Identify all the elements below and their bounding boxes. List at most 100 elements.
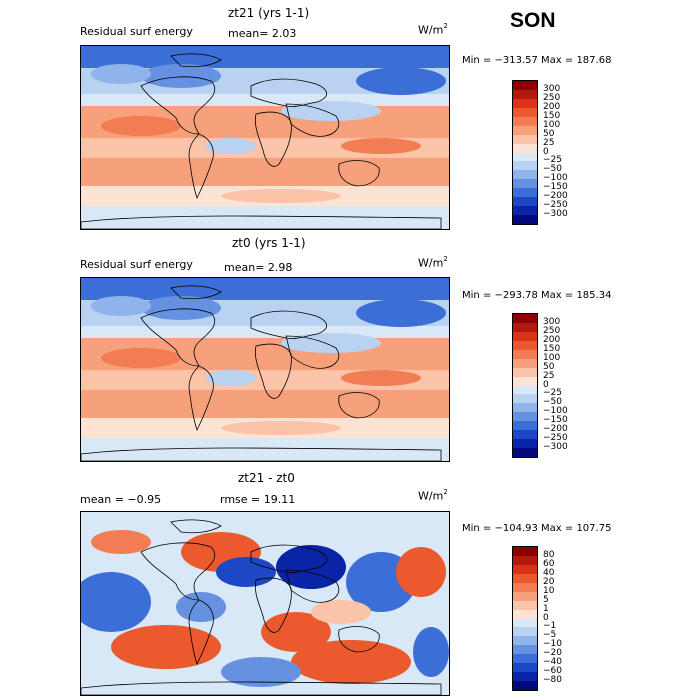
field-blob	[206, 370, 256, 386]
colorbar-swatch	[513, 448, 537, 457]
colorbar-swatch	[513, 672, 537, 682]
colorbar-swatch	[513, 376, 537, 386]
coastline	[81, 447, 442, 461]
colorbar-swatch	[513, 98, 537, 108]
colorbar-tick-label: −50	[543, 397, 562, 408]
colorbar-swatch	[513, 394, 537, 404]
field-blob	[261, 612, 331, 652]
colorbar-tick-label: 100	[543, 352, 561, 363]
colorbar-swatch	[513, 340, 537, 350]
colorbar-swatch	[513, 385, 537, 395]
panel-1-colorbar	[512, 80, 538, 225]
panel-2-units: W/m2	[418, 255, 448, 270]
panel-2-title: zt0 (yrs 1-1)	[232, 236, 306, 250]
coastline	[254, 343, 292, 399]
panel-2-minmax: Min = −293.78 Max = 185.34	[462, 290, 612, 301]
colorbar-tick-label: −200	[543, 191, 568, 202]
colorbar-tick-label: −300	[543, 209, 568, 220]
colorbar-swatch	[513, 654, 537, 664]
colorbar-tick-label: 250	[543, 92, 561, 103]
field-blob	[101, 116, 181, 136]
colorbar-swatch	[513, 627, 537, 637]
colorbar-tick-label: 60	[543, 558, 555, 569]
colorbar-swatch	[513, 636, 537, 646]
panel-1-minmax: Min = −313.57 Max = 187.68	[462, 55, 612, 66]
colorbar-tick-label: −300	[543, 442, 568, 453]
coastline	[285, 103, 340, 137]
field-blob	[91, 530, 151, 554]
coastline	[285, 335, 340, 369]
field-blob	[396, 547, 446, 597]
colorbar-swatch	[513, 314, 537, 323]
coastline	[188, 133, 214, 200]
panel-3-title: zt21 - zt0	[238, 471, 295, 485]
field-blob	[221, 189, 341, 203]
field-blob	[141, 64, 221, 88]
coastline	[250, 310, 328, 339]
panel-3-rmse-label: rmse = 19.11	[220, 493, 296, 506]
panel-1-map-field	[81, 46, 449, 229]
colorbar-tick-label: 200	[543, 101, 561, 112]
colorbar-tick-label: 50	[543, 128, 555, 139]
colorbar-swatch	[513, 125, 537, 135]
panel-3-minmax: Min = −104.93 Max = 107.75	[462, 523, 612, 534]
field-blob	[281, 101, 381, 121]
field-blob	[141, 296, 221, 320]
field-blob	[356, 67, 446, 95]
colorbar-swatch	[513, 663, 537, 673]
colorbar-tick-label: −150	[543, 182, 568, 193]
field-band	[81, 278, 449, 300]
colorbar-swatch	[513, 331, 537, 341]
colorbar-tick-label: −5	[543, 630, 557, 641]
field-blob	[281, 333, 381, 353]
colorbar-tick-label: 150	[543, 110, 561, 121]
coastline	[81, 681, 442, 695]
panel-3-colorbar	[512, 546, 538, 691]
colorbar-swatch	[513, 215, 537, 224]
coastline	[170, 53, 222, 68]
field-band	[81, 390, 449, 418]
colorbar-swatch	[513, 152, 537, 162]
colorbar-swatch	[513, 645, 537, 655]
colorbar-tick-label: 10	[543, 585, 555, 596]
colorbar-tick-label: 20	[543, 576, 555, 587]
colorbar-tick-label: 25	[543, 137, 555, 148]
colorbar-swatch	[513, 197, 537, 207]
panel-3-map-field	[81, 512, 449, 695]
field-blob	[91, 296, 151, 316]
colorbar-tick-label: 300	[543, 83, 561, 94]
colorbar-swatch	[513, 116, 537, 126]
colorbar-swatch	[513, 179, 537, 189]
panel-2-map	[80, 277, 450, 462]
coastline	[338, 392, 380, 419]
field-blob	[341, 138, 421, 154]
field-blob	[216, 557, 276, 587]
colorbar-tick-label: −150	[543, 415, 568, 426]
field-band	[81, 326, 449, 338]
colorbar-tick-label: 50	[543, 361, 555, 372]
colorbar-swatch	[513, 170, 537, 180]
coastline	[188, 365, 214, 432]
colorbar-tick-label: 300	[543, 316, 561, 327]
colorbar-swatch	[513, 367, 537, 377]
field-band	[81, 438, 449, 461]
field-blob	[221, 657, 301, 687]
colorbar-tick-label: −25	[543, 388, 562, 399]
colorbar-tick-label: 40	[543, 567, 555, 578]
colorbar-swatch	[513, 322, 537, 332]
colorbar-tick-label: −10	[543, 639, 562, 650]
colorbar-tick-label: 250	[543, 325, 561, 336]
field-band	[81, 46, 449, 68]
colorbar-tick-label: 100	[543, 119, 561, 130]
panel-2-colorbar	[512, 313, 538, 458]
coastline	[254, 577, 292, 633]
colorbar-swatch	[513, 681, 537, 690]
panel-1-units: W/m2	[418, 22, 448, 37]
panel-2-map-field	[81, 278, 449, 461]
colorbar-swatch	[513, 555, 537, 565]
colorbar-swatch	[513, 188, 537, 198]
season-title: SON	[510, 9, 556, 32]
coastline	[140, 542, 216, 601]
colorbar-tick-label: 0	[543, 612, 549, 623]
panel-3-map	[80, 511, 450, 696]
